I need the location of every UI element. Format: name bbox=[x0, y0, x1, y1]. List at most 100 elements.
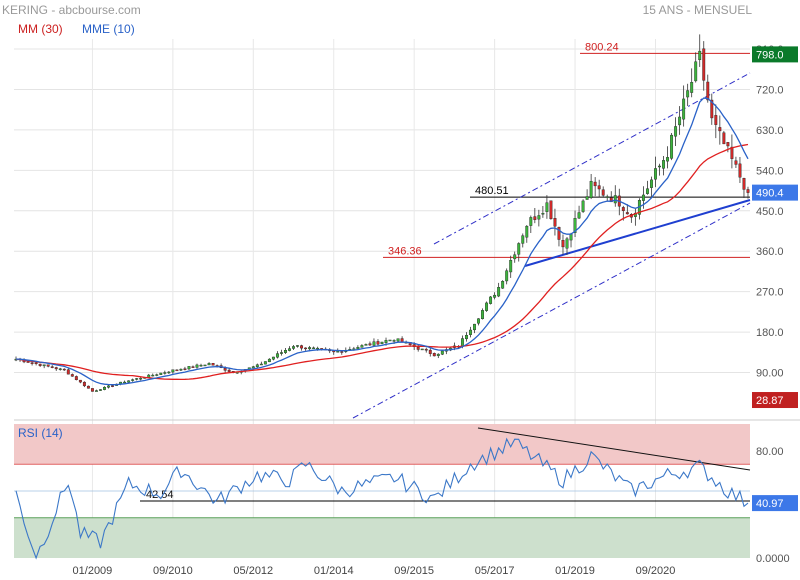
candle-body bbox=[159, 372, 163, 375]
candle-body bbox=[557, 226, 561, 240]
candle-body bbox=[730, 146, 734, 159]
candle-body bbox=[30, 362, 34, 364]
price-tick-label: 630.0 bbox=[756, 125, 784, 137]
candle-body bbox=[469, 329, 472, 335]
candle-body bbox=[46, 364, 50, 367]
x-tick-label: 01/2014 bbox=[314, 565, 354, 577]
candle-body bbox=[26, 361, 30, 363]
candle-body bbox=[521, 235, 525, 244]
candle-body bbox=[251, 366, 255, 369]
candle-body bbox=[702, 48, 706, 81]
rsi-overbought-zone bbox=[14, 424, 750, 465]
candle-body bbox=[601, 189, 605, 196]
price-badge bbox=[752, 46, 798, 63]
candle-body bbox=[465, 335, 468, 340]
price-tick-label: 270.0 bbox=[756, 287, 784, 299]
rsi-badge-label: 40.97 bbox=[756, 498, 784, 510]
candle-body bbox=[135, 378, 139, 380]
legend-mme10: MME (10) bbox=[82, 22, 135, 36]
candle-body bbox=[645, 188, 649, 194]
channel-upper bbox=[433, 72, 751, 245]
price-badge-label: 798.0 bbox=[756, 49, 784, 61]
candle-body bbox=[706, 81, 710, 101]
candle-body bbox=[726, 142, 730, 147]
candle-body bbox=[674, 126, 678, 137]
candle-body bbox=[163, 372, 167, 374]
candle-body bbox=[621, 207, 625, 211]
price-grid bbox=[14, 39, 750, 558]
price-tick-label: 540.0 bbox=[756, 165, 784, 177]
candle-body bbox=[316, 347, 320, 350]
candle-body bbox=[666, 157, 669, 162]
candle-body bbox=[481, 310, 484, 320]
candle-body bbox=[561, 240, 565, 248]
candle-body bbox=[493, 294, 497, 298]
x-tick-label: 05/2017 bbox=[475, 565, 515, 577]
price-badge-label: 28.87 bbox=[756, 395, 784, 407]
trend-channel bbox=[352, 72, 751, 419]
indicator-legend: MM (30) MME (10) bbox=[18, 22, 135, 36]
candle-body bbox=[263, 361, 267, 365]
candle-body bbox=[641, 194, 645, 201]
candle-body bbox=[340, 351, 344, 353]
candle-body bbox=[722, 132, 726, 145]
candle-body bbox=[211, 362, 215, 366]
candle-body bbox=[537, 215, 541, 220]
candle-body bbox=[501, 281, 505, 289]
candle-body bbox=[191, 366, 195, 368]
candle-body bbox=[103, 386, 106, 390]
candle-body bbox=[376, 341, 380, 345]
rsi-level-label: 42.54 bbox=[146, 489, 174, 501]
candle-body bbox=[420, 348, 424, 351]
candle-body bbox=[151, 374, 155, 377]
candle-body bbox=[54, 367, 58, 370]
price-level-label: 800.24 bbox=[585, 41, 619, 53]
rsi-oversold-zone bbox=[14, 517, 750, 558]
candle-body bbox=[569, 233, 573, 241]
price-tick-label: 180.0 bbox=[756, 327, 784, 339]
candle-body bbox=[654, 168, 657, 180]
candle-body bbox=[734, 160, 738, 165]
candle-body bbox=[292, 346, 295, 349]
candle-body bbox=[424, 348, 428, 351]
candle-body bbox=[738, 163, 742, 178]
candle-body bbox=[203, 364, 207, 367]
candle-body bbox=[505, 270, 509, 282]
candle-body bbox=[416, 346, 420, 350]
candle-body bbox=[605, 196, 609, 198]
candle-body bbox=[718, 127, 722, 132]
candle-body bbox=[710, 99, 714, 119]
candle-body bbox=[509, 260, 513, 273]
candle-body bbox=[658, 165, 661, 168]
candle-body bbox=[593, 181, 597, 187]
price-badge-label: 490.4 bbox=[756, 188, 784, 200]
candle-body bbox=[58, 368, 62, 370]
rsi-zones bbox=[14, 419, 800, 558]
candle-body bbox=[271, 356, 275, 360]
candle-body bbox=[167, 371, 171, 374]
rsi-badges: 40.97 bbox=[752, 495, 798, 512]
rsi-tick-label: 80.00 bbox=[756, 446, 784, 458]
candle-body bbox=[179, 368, 183, 371]
chart-period: 15 ANS - MENSUEL bbox=[642, 3, 752, 17]
support-trendline bbox=[524, 199, 751, 267]
x-tick-label: 01/2019 bbox=[555, 565, 595, 577]
candle-body bbox=[625, 212, 629, 215]
candle-body bbox=[396, 338, 400, 342]
candle-body bbox=[545, 202, 549, 212]
rsi-levels: 42.54 bbox=[140, 427, 751, 502]
rsi-badge bbox=[752, 495, 798, 512]
candle-body bbox=[650, 179, 653, 188]
candle-body bbox=[513, 254, 517, 260]
candle-body bbox=[670, 134, 674, 159]
candle-body bbox=[90, 388, 94, 392]
candle-body bbox=[477, 318, 480, 324]
mme10-line bbox=[15, 97, 749, 386]
candle-body bbox=[223, 367, 227, 371]
candle-body bbox=[517, 243, 521, 255]
candle-body bbox=[336, 351, 340, 353]
candle-body bbox=[187, 366, 191, 370]
legend-mm30: MM (30) bbox=[18, 22, 63, 36]
candle-body bbox=[296, 345, 299, 347]
